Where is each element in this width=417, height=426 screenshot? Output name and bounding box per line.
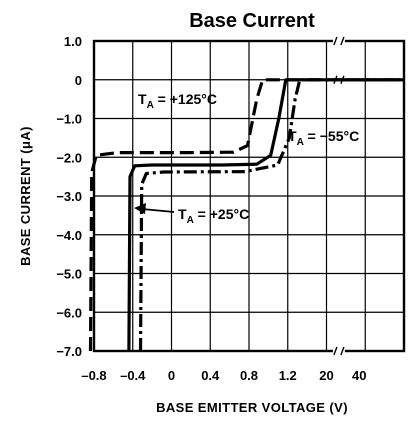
series-lines [88,78,404,352]
series-label-125c-sub: A [147,100,154,111]
series-label-125c: TA = +125°C [138,91,217,111]
x-tick-label: 0.4 [201,368,220,383]
series-label-minus55c: TA = −55°C [288,128,359,148]
series-label-minus55c-rest: = −55°C [304,128,359,144]
y-tick-label: 0 [75,73,82,88]
gridlines [94,41,404,351]
y-tick-label: −3.0 [56,189,82,204]
axis-break-mark [332,36,345,46]
x-tick-labels: –0.8 –0.4 0 0.4 0.8 1.2 20 40 [81,368,366,383]
axis-break-mark [332,346,345,356]
series-label-minus55c-sub: A [297,137,304,148]
series-label-25c-sub: A [187,215,194,226]
x-tick-label: 40 [352,368,366,383]
x-tick-label: 0 [168,368,175,383]
series-label-25c-t: T [178,206,187,222]
series-line-1 [127,78,404,352]
y-axis-label: BASE CURRENT (μA) [18,126,33,266]
x-tick-label: –0.4 [120,368,146,383]
x-tick-label: 20 [319,368,333,383]
y-tick-label: −4.0 [56,228,82,243]
series-line-2 [138,78,404,352]
series-label-minus55c-t: T [288,128,297,144]
plot-frame [92,39,406,353]
y-tick-label: −6.0 [56,305,82,320]
series-label-125c-rest: = +125°C [154,91,217,107]
series-pointer-25c [134,203,175,214]
chart-title: Base Current [189,10,315,32]
y-tick-label: −2.0 [56,150,82,165]
x-tick-label: –0.8 [81,368,106,383]
y-tick-label: −1.0 [56,112,82,127]
y-tick-label: −7.0 [56,344,82,359]
series-label-125c-t: T [138,91,147,107]
y-tick-label: 1.0 [64,34,82,49]
series-label-25c: TA = +25°C [178,206,249,226]
svg-text:TA = −55°C: TA = −55°C [288,128,359,148]
y-tick-labels: 1.0 0 −1.0 −2.0 −3.0 −4.0 −5.0 −6.0 −7.0 [56,34,82,359]
x-axis-label: BASE EMITTER VOLTAGE (V) [156,400,348,415]
x-tick-label: 1.2 [279,368,297,383]
y-tick-label: −5.0 [56,267,82,282]
svg-text:TA = +125°C: TA = +125°C [138,91,217,111]
x-tick-label: 0.8 [240,368,258,383]
series-label-25c-rest: = +25°C [194,206,249,222]
svg-text:TA = +25°C: TA = +25°C [178,206,249,226]
